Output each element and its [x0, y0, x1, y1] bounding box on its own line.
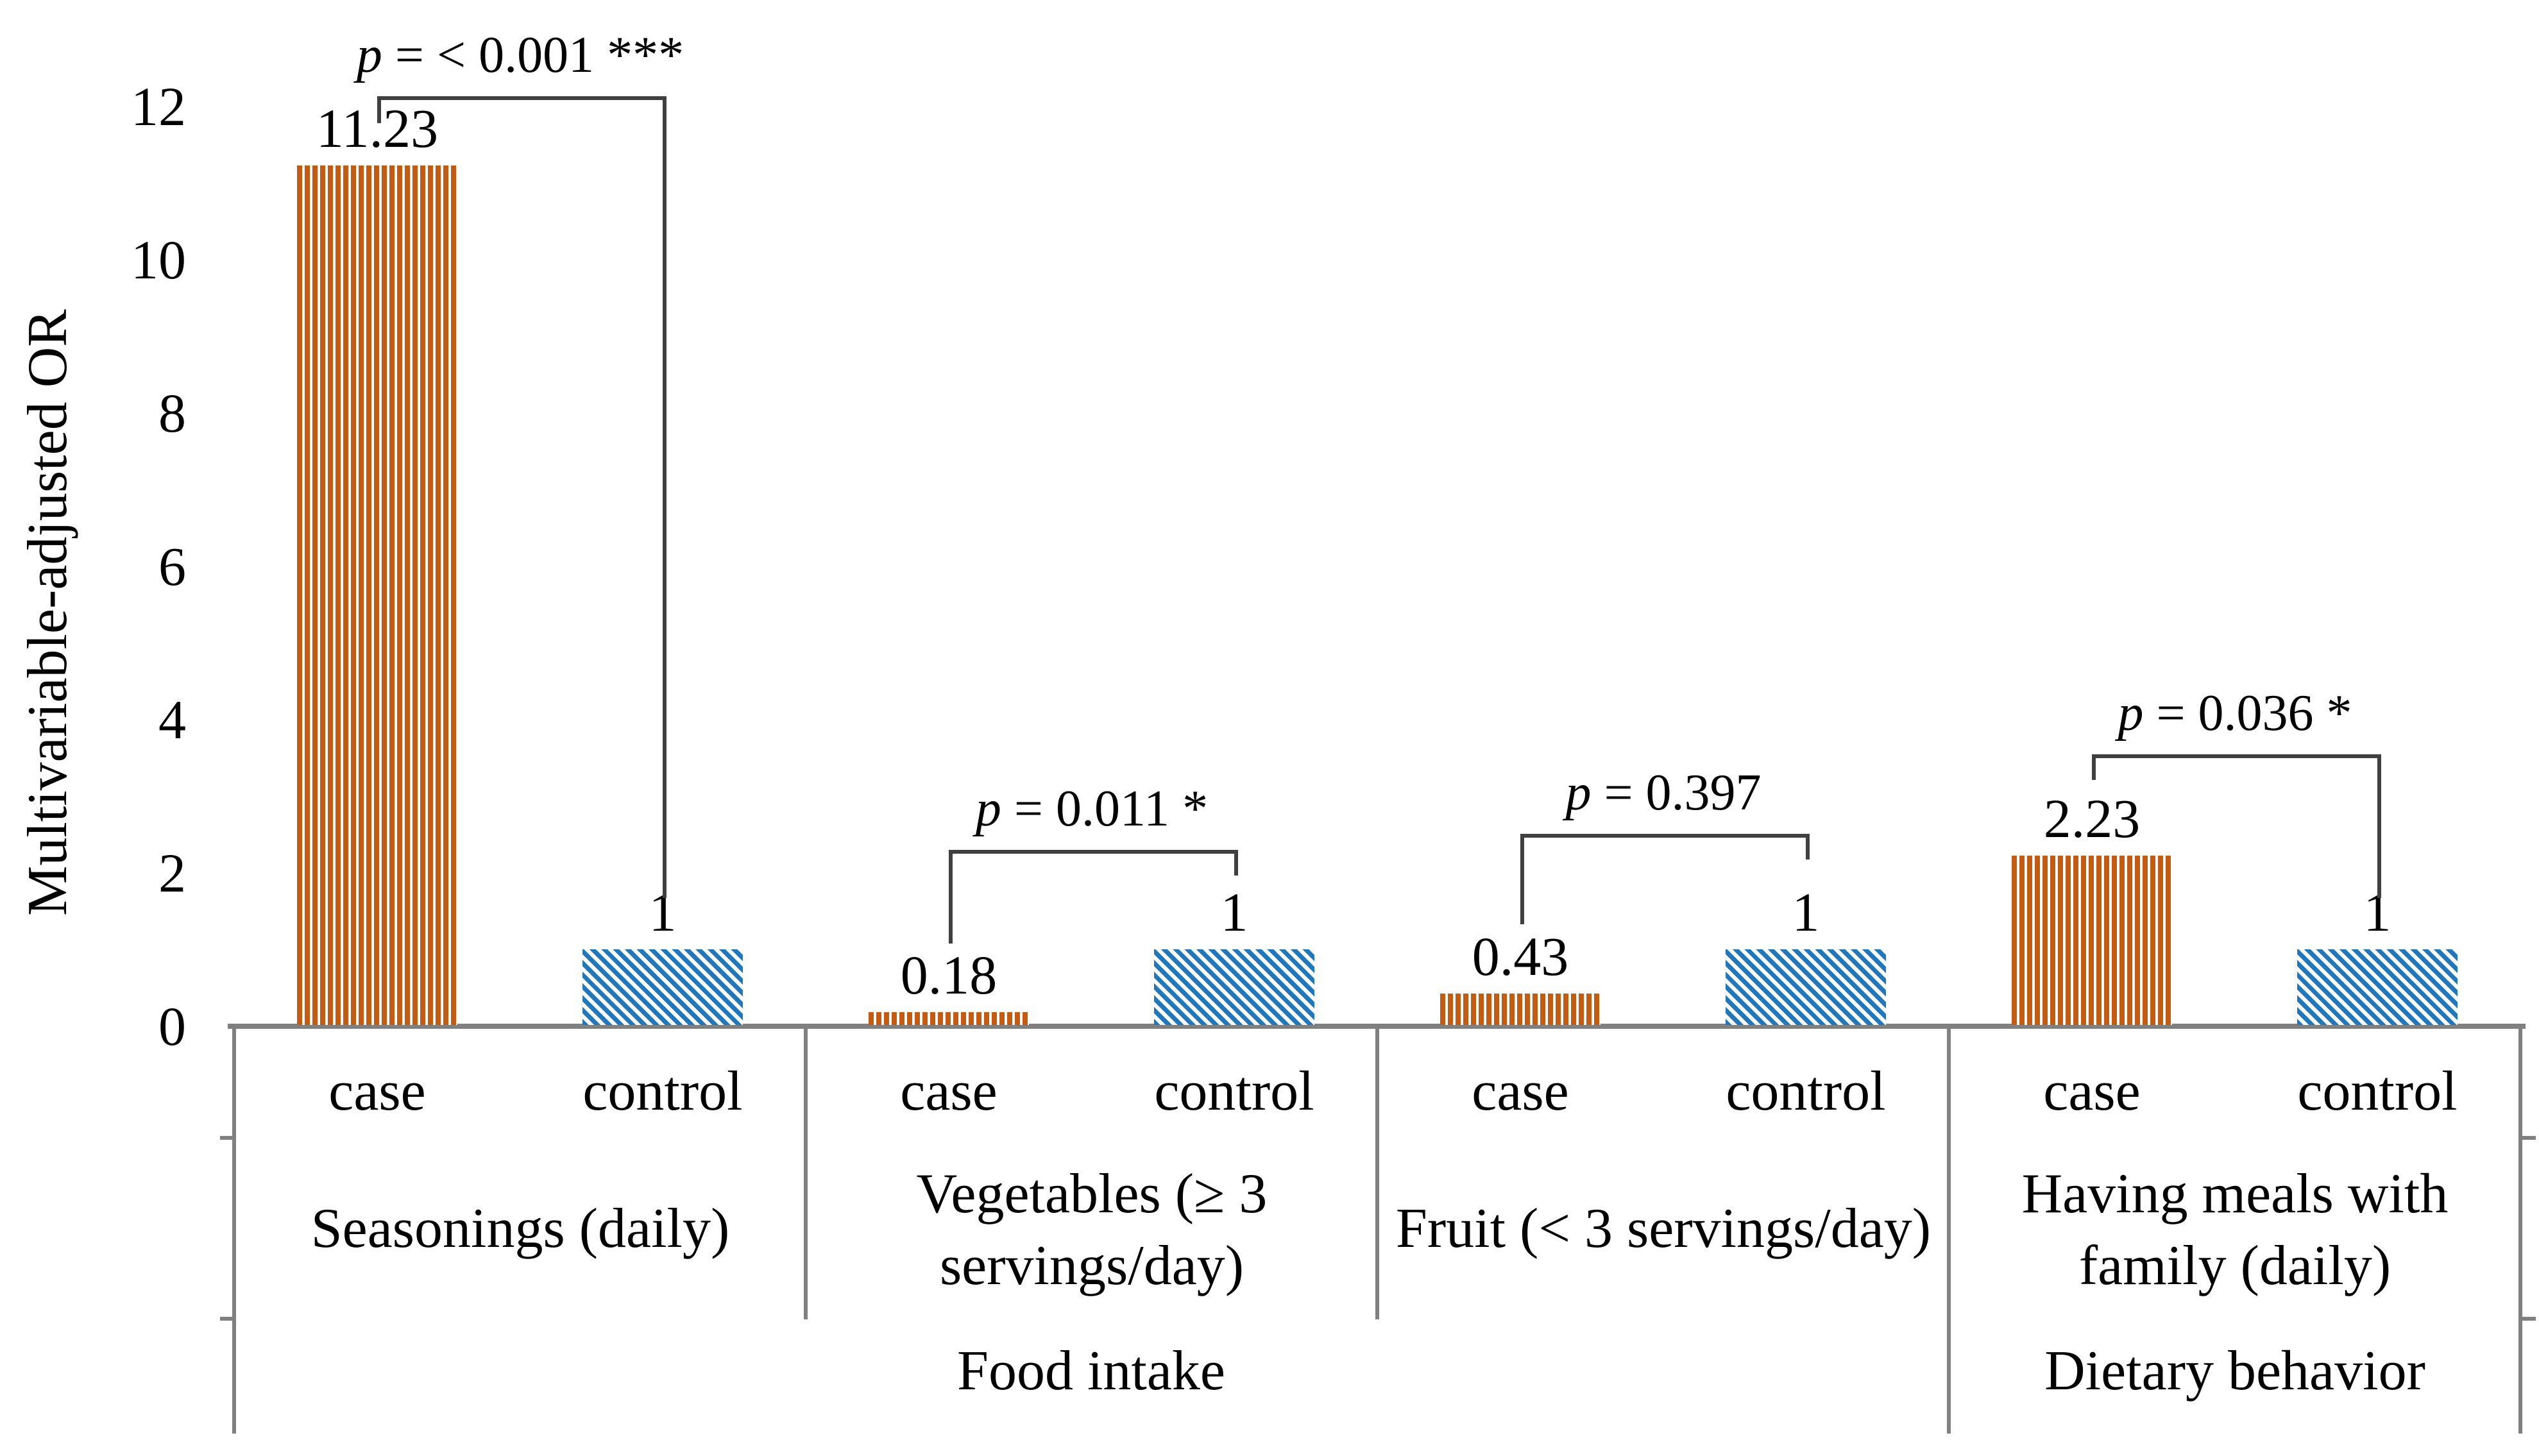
frame-right-border: [2518, 1026, 2522, 1434]
y-tick-label-2: 2: [158, 842, 186, 904]
category-label-control-vegetables-3-servings-day: control: [1154, 1060, 1314, 1122]
value-label-case-having-meals-with-family-daily: 2.23: [2043, 788, 2141, 849]
p-symbol: p: [975, 781, 1001, 837]
axis-row-tick-2: [2522, 1136, 2536, 1140]
value-label-case-fruit-3-servings-day: 0.43: [1472, 926, 1569, 987]
category-label-case-having-meals-with-family-daily: case: [2043, 1060, 2141, 1122]
p-value-label-fruit-3-servings-day: p = 0.397: [1565, 765, 1762, 821]
axis-row-tick-1: [220, 1317, 234, 1321]
p-symbol: p: [356, 27, 382, 83]
category-label-control-having-meals-with-family-daily: control: [2297, 1060, 2458, 1122]
bar-case-having-meals-with-family-daily: [2012, 856, 2172, 1025]
group-name-line: Fruit (< 3 servings/day): [1395, 1198, 1932, 1260]
category-label-control-fruit-3-servings-day: control: [1726, 1060, 1886, 1122]
category-label-control-seasonings-daily: control: [582, 1060, 743, 1122]
group-name-line: servings/day): [939, 1235, 1244, 1297]
bar-control-seasonings-daily: [582, 949, 743, 1025]
group-name-fruit-3-servings-day: Fruit (< 3 servings/day): [1375, 1193, 1952, 1265]
p-value-label-seasonings-daily: p = < 0.001 ***: [356, 27, 684, 83]
group-name-line: Seasonings (daily): [310, 1198, 730, 1260]
group-name-line: Vegetables (≥ 3: [916, 1163, 1268, 1225]
sig-bracket-left-arm-seasonings-daily: [377, 96, 381, 123]
bar-control-fruit-3-servings-day: [1726, 949, 1886, 1025]
y-tick-label-4: 4: [158, 689, 186, 750]
sig-bracket-top-having-meals-with-family-daily: [2092, 754, 2381, 758]
sig-bracket-top-vegetables-3-servings-day: [949, 850, 1238, 854]
value-label-case-vegetables-3-servings-day: 0.18: [900, 944, 998, 1006]
sig-bracket-right-arm-seasonings-daily: [663, 96, 667, 898]
sig-bracket-right-arm-vegetables-3-servings-day: [1234, 850, 1238, 876]
group-name-line: Having meals with: [2021, 1163, 2449, 1225]
sig-bracket-top-seasonings-daily: [377, 96, 667, 100]
bar-control-having-meals-with-family-daily: [2297, 949, 2458, 1025]
y-tick-label-12: 12: [131, 76, 186, 137]
y-tick-label-6: 6: [158, 536, 186, 597]
y-tick-label-10: 10: [131, 229, 186, 291]
bar-case-vegetables-3-servings-day: [869, 1012, 1029, 1025]
sig-bracket-left-arm-having-meals-with-family-daily: [2092, 754, 2096, 780]
category-label-case-vegetables-3-servings-day: case: [900, 1060, 998, 1122]
axis-row-tick-0: [220, 1136, 234, 1140]
bar-case-fruit-3-servings-day: [1440, 994, 1601, 1025]
axis-row-tick-3: [2522, 1317, 2536, 1321]
sig-bracket-left-arm-vegetables-3-servings-day: [949, 850, 953, 944]
sig-bracket-right-arm-fruit-3-servings-day: [1806, 834, 1810, 859]
sig-bracket-left-arm-fruit-3-servings-day: [1520, 834, 1524, 924]
group-divider-1: [804, 1026, 808, 1319]
value-label-control-fruit-3-servings-day: 1: [1792, 881, 1820, 943]
p-symbol: p: [2118, 685, 2144, 741]
p-value-label-having-meals-with-family-daily: p = 0.036 *: [2118, 685, 2352, 741]
sig-bracket-right-arm-having-meals-with-family-daily: [2377, 754, 2381, 898]
y-tick-label-8: 8: [158, 382, 186, 444]
section-label-food-intake: Food intake: [957, 1340, 1225, 1402]
group-divider-3: [1947, 1026, 1951, 1434]
category-label-case-fruit-3-servings-day: case: [1472, 1060, 1569, 1122]
bar-control-vegetables-3-servings-day: [1154, 949, 1314, 1025]
category-label-case-seasonings-daily: case: [328, 1060, 426, 1122]
p-symbol: p: [1565, 765, 1592, 821]
group-name-vegetables-3-servings-day: Vegetables (≥ 3 servings/day): [803, 1158, 1380, 1302]
frame-left-border: [232, 1026, 236, 1434]
group-name-having-meals-with-family-daily: Having meals with family (daily): [1946, 1158, 2524, 1302]
value-label-control-vegetables-3-servings-day: 1: [1220, 881, 1248, 943]
group-name-seasonings-daily: Seasonings (daily): [232, 1193, 809, 1265]
p-value-label-vegetables-3-servings-day: p = 0.011 *: [975, 781, 1209, 837]
section-label-dietary-behavior: Dietary behavior: [2044, 1340, 2425, 1402]
group-name-line: family (daily): [2078, 1235, 2391, 1297]
sig-bracket-top-fruit-3-servings-day: [1520, 834, 1810, 838]
y-tick-label-0: 0: [158, 995, 186, 1057]
group-divider-2: [1375, 1026, 1379, 1319]
bar-case-seasonings-daily: [297, 165, 457, 1025]
